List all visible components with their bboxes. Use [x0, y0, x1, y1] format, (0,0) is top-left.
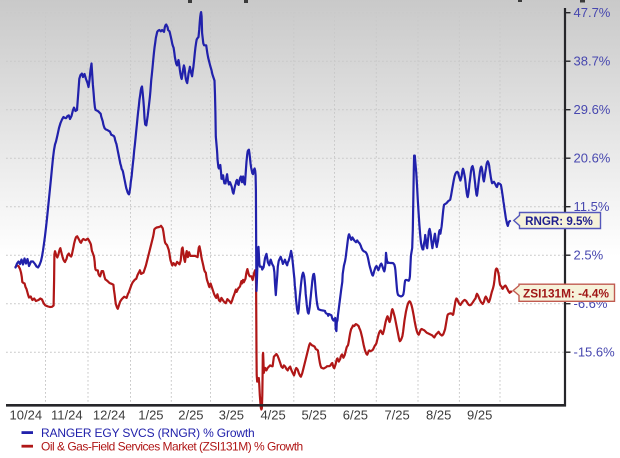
svg-text:Oil & Gas-Field Services Marke: Oil & Gas-Field Services Market (ZSI131M…	[41, 440, 303, 454]
svg-text:ZSI131M: -4.4%: ZSI131M: -4.4%	[523, 286, 609, 300]
svg-text:RNGR: 9.5%: RNGR: 9.5%	[525, 215, 593, 228]
svg-text:12/24: 12/24	[93, 408, 126, 423]
svg-text:4/25: 4/25	[260, 408, 285, 423]
svg-text:3/25: 3/25	[219, 408, 244, 423]
svg-text:6/25: 6/25	[343, 408, 368, 423]
svg-text:9/25: 9/25	[467, 408, 492, 423]
svg-text:20.6%: 20.6%	[574, 151, 611, 166]
svg-text:7/25: 7/25	[384, 408, 409, 423]
svg-text:-15.6%: -15.6%	[574, 345, 616, 360]
svg-text:10/24: 10/24	[10, 408, 43, 423]
svg-text:38.7%: 38.7%	[574, 54, 611, 69]
svg-text:8/25: 8/25	[426, 408, 451, 423]
svg-text:RANGER EGY SVCS (RNGR) % Growt: RANGER EGY SVCS (RNGR) % Growth	[41, 426, 255, 440]
svg-text:47.7%: 47.7%	[574, 5, 611, 20]
svg-text:11.5%: 11.5%	[574, 199, 610, 214]
svg-text:1/25: 1/25	[138, 408, 163, 423]
svg-text:5/25: 5/25	[301, 408, 326, 423]
svg-text:2/25: 2/25	[178, 408, 203, 423]
svg-text:29.6%: 29.6%	[574, 102, 611, 117]
svg-text:2.5%: 2.5%	[574, 248, 604, 263]
svg-text:11/24: 11/24	[51, 408, 83, 423]
